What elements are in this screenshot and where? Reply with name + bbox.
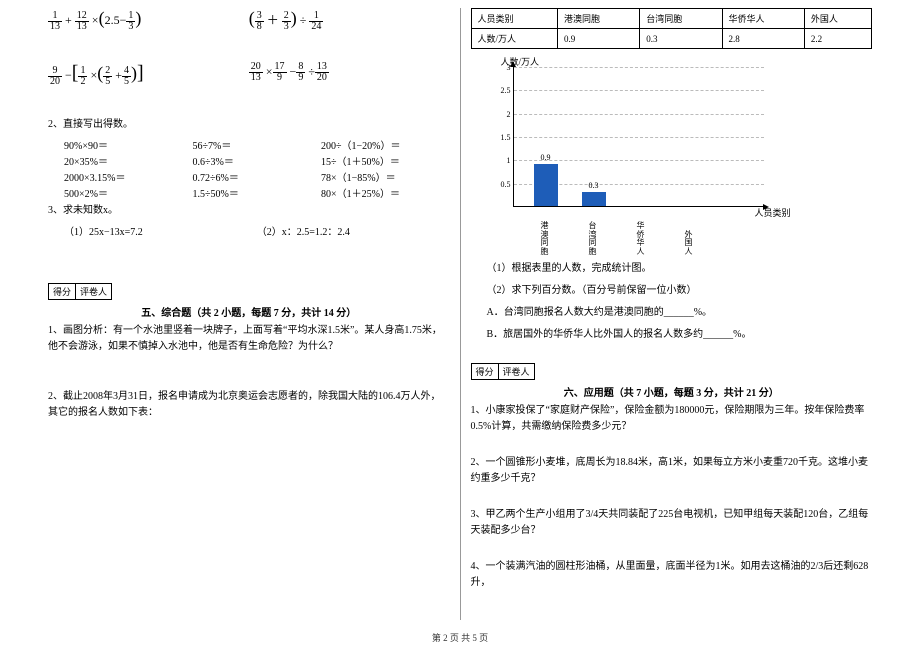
right-column: 人员类别 港澳同胞 台湾同胞 华侨华人 外国人 人数/万人 0.9 0.3 2.… <box>463 8 881 620</box>
y-tick-label: 1.5 <box>491 133 511 142</box>
unknowns-title: 3、求未知数x。 <box>48 203 450 219</box>
section-6-q4: 4、一个装满汽油的圆柱形油桶，从里面量，底面半径为1米。如用去这桶油的2/3后还… <box>471 559 873 591</box>
unknowns-items: （1）25x−13x=7.2 （2）x：2.5=1.2：2.4 <box>48 225 450 241</box>
score-box: 得分 评卷人 <box>471 363 535 380</box>
td: 0.9 <box>557 29 639 49</box>
chart-bar <box>534 164 558 206</box>
cell: 200÷（1−20%）＝ <box>321 139 450 155</box>
formula-2b: 2013 ×179 −89 ÷1320 <box>249 62 450 87</box>
subq-2: （2）求下列百分数。（百分号前保留一位小数） <box>487 283 873 299</box>
formula-1b: (38 ＋ 23) ÷ 124 <box>249 8 450 32</box>
bar-chart: 人数/万人 0.90.3 人员类别 港澳同胞台湾同胞华侨华人外国人 0.511.… <box>481 57 781 257</box>
chart-bar <box>582 192 606 206</box>
formula-row-1: 113 + 1213 ×(2.5−13) (38 ＋ 23) ÷ 124 <box>48 8 450 32</box>
formula-1a: 113 + 1213 ×(2.5−13) <box>48 8 249 32</box>
table-row: 人数/万人 0.9 0.3 2.8 2.2 <box>471 29 872 49</box>
x-axis-label: 人员类别 <box>754 206 790 219</box>
cell: 500×2%＝ <box>64 187 193 203</box>
category-label: 台湾同胞 <box>587 222 599 257</box>
section-5-q1: 1、画图分析：有一个水池里竖着一块牌子，上面写着“平均水深1.5米”。某人身高1… <box>48 323 450 355</box>
formula-2a: 920 −[12 ×(25 +45)] <box>48 62 249 87</box>
direct-title: 2、直接写出得数。 <box>48 117 450 133</box>
cell: 1.5÷50%＝ <box>193 187 322 203</box>
unknown-1: （1）25x−13x=7.2 <box>64 225 257 241</box>
cell: 20×35%＝ <box>64 155 193 171</box>
page-container: 113 + 1213 ×(2.5−13) (38 ＋ 23) ÷ 124 920… <box>0 0 920 620</box>
section-5-q2: 2、截止2008年3月31日，报名申请成为北京奥运会志愿者的，除我国大陆的106… <box>48 389 450 421</box>
cell: 0.6÷3%＝ <box>193 155 322 171</box>
bar-value-label: 0.3 <box>579 181 609 190</box>
td: 2.8 <box>722 29 804 49</box>
grid-line <box>514 114 764 115</box>
th: 华侨华人 <box>722 9 804 29</box>
section-6-q3: 3、甲乙两个生产小组用了3/4天共同装配了225台电视机，已知甲组每天装配120… <box>471 507 873 539</box>
section-5-header: 得分 评卷人 <box>48 283 450 300</box>
cell: 80×（1＋25%）＝ <box>321 187 450 203</box>
cell: 0.72÷6%＝ <box>193 171 322 187</box>
th: 港澳同胞 <box>557 9 639 29</box>
subq-1: （1）根据表里的人数，完成统计图。 <box>487 261 873 277</box>
score-label: 得分 <box>49 284 76 299</box>
y-tick-label: 2 <box>491 110 511 119</box>
section-6-q2: 2、一个圆锥形小麦堆，底周长为18.84米，高1米，如果每立方米小麦重720千克… <box>471 455 873 487</box>
left-column: 113 + 1213 ×(2.5−13) (38 ＋ 23) ÷ 124 920… <box>40 8 458 620</box>
section-6-header: 得分 评卷人 <box>471 363 873 380</box>
y-tick-label: 1 <box>491 156 511 165</box>
cell: 2000×3.15%＝ <box>64 171 193 187</box>
grid-line <box>514 137 764 138</box>
cell: 15÷（1＋50%）＝ <box>321 155 450 171</box>
table-row: 人员类别 港澳同胞 台湾同胞 华侨华人 外国人 <box>471 9 872 29</box>
data-table: 人员类别 港澳同胞 台湾同胞 华侨华人 外国人 人数/万人 0.9 0.3 2.… <box>471 8 873 49</box>
bar-value-label: 0.9 <box>531 153 561 162</box>
category-label: 港澳同胞 <box>539 222 551 257</box>
category-label: 外国人 <box>683 231 695 257</box>
score-box: 得分 评卷人 <box>48 283 112 300</box>
grid-line <box>514 90 764 91</box>
td: 2.2 <box>804 29 871 49</box>
cell: 90%×90＝ <box>64 139 193 155</box>
subq-b: B．旅居国外的华侨华人比外国人的报名人数多约______%。 <box>487 327 873 343</box>
chart-plot-area: 0.9 0.3 <box>513 67 763 207</box>
formula-row-2: 920 −[12 ×(25 +45)] 2013 ×179 −89 ÷1320 <box>48 62 450 87</box>
subq-a: A．台湾同胞报名人数大约是港澳同胞的______%。 <box>487 305 873 321</box>
section-6-title: 六、应用题（共 7 小题，每题 3 分，共计 21 分） <box>471 384 873 399</box>
y-tick-label: 3 <box>491 63 511 72</box>
score-label: 得分 <box>472 364 499 379</box>
grader-label: 评卷人 <box>499 364 534 379</box>
direct-grid: 90%×90＝56÷7%＝200÷（1−20%）＝ 20×35%＝0.6÷3%＝… <box>48 139 450 203</box>
category-label: 华侨华人 <box>635 222 647 257</box>
y-tick-label: 0.5 <box>491 180 511 189</box>
cell: 56÷7%＝ <box>193 139 322 155</box>
th: 外国人 <box>804 9 871 29</box>
unknown-2: （2）x：2.5=1.2：2.4 <box>257 225 450 241</box>
grader-label: 评卷人 <box>76 284 111 299</box>
column-divider <box>460 8 461 620</box>
th: 台湾同胞 <box>640 9 722 29</box>
section-5-title: 五、综合题（共 2 小题，每题 7 分，共计 14 分） <box>48 304 450 319</box>
page-footer: 第 2 页 共 5 页 <box>0 631 920 644</box>
chart-subquestions: （1）根据表里的人数，完成统计图。 （2）求下列百分数。（百分号前保留一位小数）… <box>471 261 873 343</box>
y-tick-label: 2.5 <box>491 86 511 95</box>
cell: 78×（1−85%）＝ <box>321 171 450 187</box>
grid-line <box>514 67 764 68</box>
section-6-q1: 1、小康家投保了“家庭财产保险”，保险金额为180000元，保险期限为三年。按年… <box>471 403 873 435</box>
td: 人数/万人 <box>471 29 557 49</box>
th: 人员类别 <box>471 9 557 29</box>
td: 0.3 <box>640 29 722 49</box>
